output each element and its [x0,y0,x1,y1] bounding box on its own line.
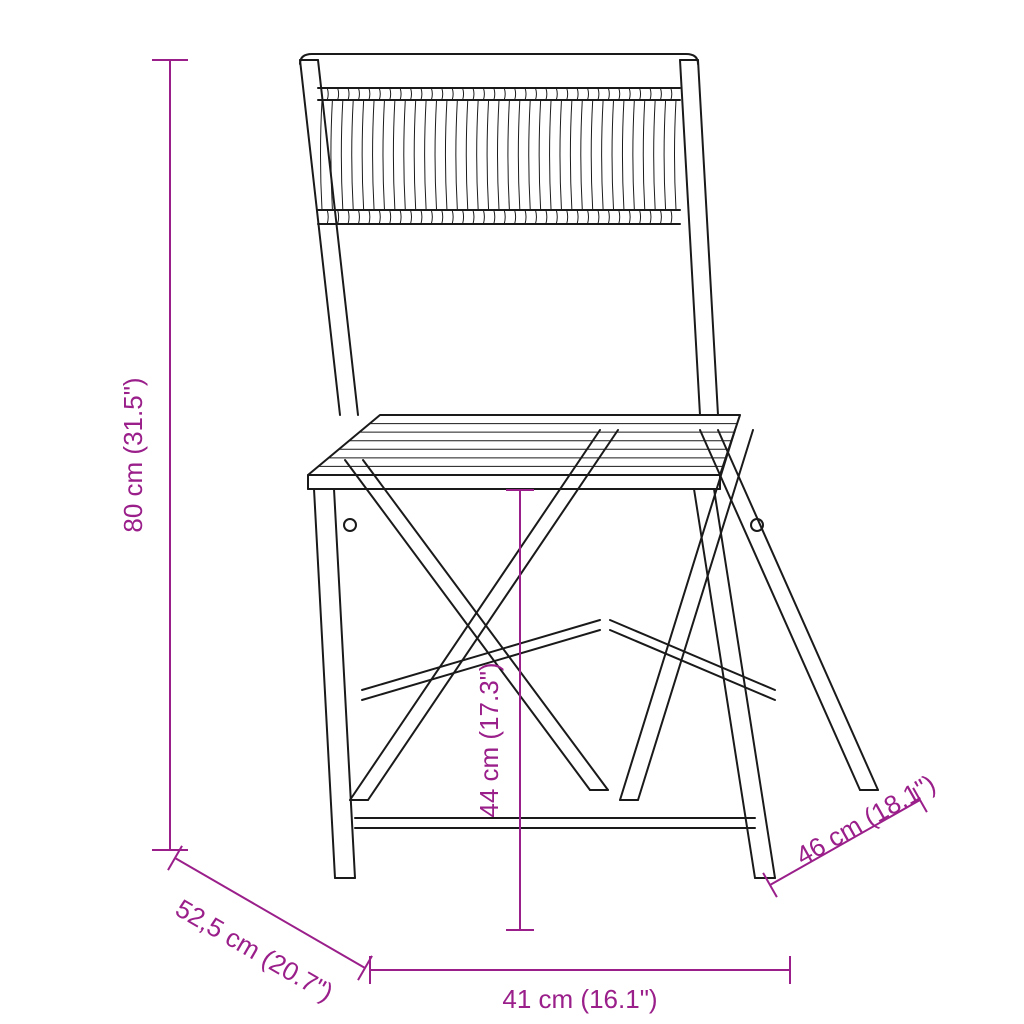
dimension-label: 80 cm (31.5") [118,377,148,532]
dimension-label: 41 cm (16.1") [502,984,657,1014]
dimension-label: 52,5 cm (20.7") [170,893,338,1008]
chair-drawing [300,54,878,878]
dimension-label: 46 cm (18.1") [791,768,941,871]
dimension-label: 44 cm (17.3") [474,662,504,817]
dimension-lines: 80 cm (31.5") 44 cm (17.3") 52,5 cm (20.7"… [118,60,940,1014]
